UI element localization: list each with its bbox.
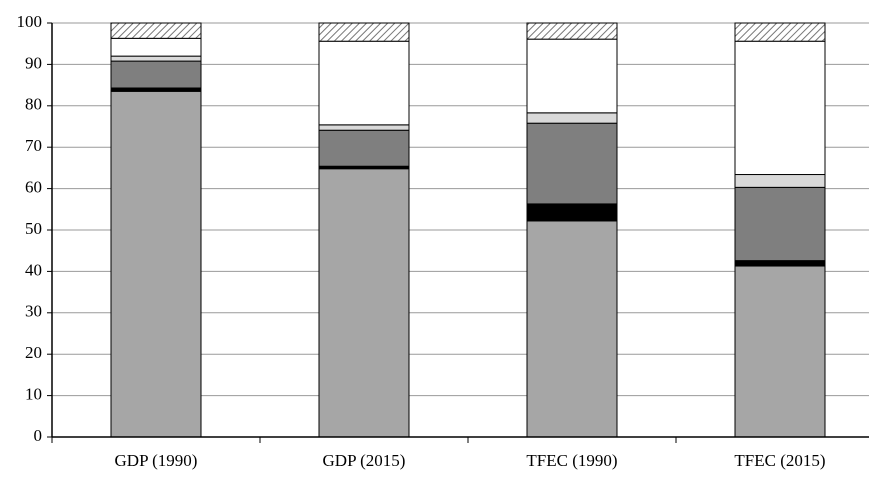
bar-segment [526,122,618,205]
y-tick-label: 90 [25,53,42,72]
y-tick-label: 80 [25,95,42,114]
bar-segment [734,260,826,267]
bar-segment [526,112,618,124]
x-tick-label: TFEC (1990) [526,451,617,470]
bar-segment [318,40,410,126]
x-tick-label: GDP (2015) [323,451,406,470]
bar-segment [318,129,410,167]
bar-segment [318,168,410,438]
x-tick-label: GDP (1990) [115,451,198,470]
y-tick-label: 40 [25,260,42,279]
bar-segment [526,220,618,438]
bar-segment [110,60,202,89]
bar-segment [734,174,826,188]
bar-segment [318,124,410,131]
y-tick-label: 70 [25,136,42,155]
bar-segment [526,22,618,40]
bar-segment [734,40,826,176]
x-tick-label: TFEC (2015) [734,451,825,470]
bar-segment [734,186,826,262]
y-tick-label: 50 [25,219,42,238]
y-tick-label: 60 [25,178,42,197]
bar-segment [110,22,202,39]
y-tick-label: 0 [34,426,43,445]
bar-segment [110,37,202,57]
bar-segment [110,55,202,62]
bar-segment [526,203,618,222]
y-tick-label: 30 [25,302,42,321]
bar-segment [734,22,826,42]
y-tick-label: 10 [25,385,42,404]
y-tick-label: 100 [17,12,43,31]
bar-segment [526,38,618,114]
bar-segment [318,22,410,42]
y-tick-label: 20 [25,343,42,362]
bar-segment [110,90,202,438]
bar-segment [734,265,826,438]
